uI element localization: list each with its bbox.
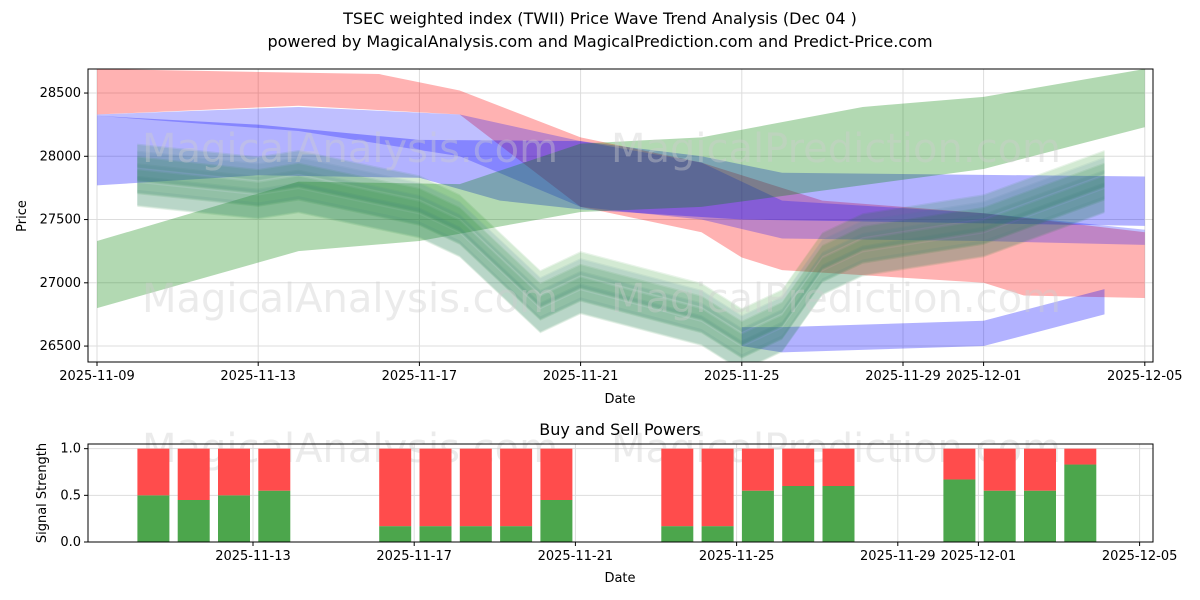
x-tick-label: 2025-11-29 xyxy=(860,549,936,564)
sell-bar xyxy=(419,448,452,527)
watermark: MagicalPrediction.com xyxy=(611,276,1061,322)
buy-bar xyxy=(943,479,976,542)
sell-bar xyxy=(258,448,291,491)
wave-band xyxy=(137,143,1105,347)
sell-bar xyxy=(177,448,210,500)
wave-band xyxy=(137,163,1105,359)
wave-band xyxy=(137,177,1105,357)
x-tick-label: 2025-12-05 xyxy=(1102,549,1178,564)
sell-bar xyxy=(943,448,976,480)
buy-bar xyxy=(218,495,250,542)
buy-bar xyxy=(1024,490,1056,542)
chart-subtitle: powered by MagicalAnalysis.com and Magic… xyxy=(267,32,933,51)
y-tick-label: 27000 xyxy=(40,276,81,291)
watermark: MagicalAnalysis.com xyxy=(142,126,558,172)
x-tick-label: 2025-11-09 xyxy=(59,369,135,384)
signal-chart-title: Buy and Sell Powers xyxy=(539,420,701,439)
buy-bar xyxy=(983,490,1016,542)
wave-band xyxy=(137,182,1105,362)
buy-bar xyxy=(258,490,291,542)
band-green xyxy=(97,69,1145,309)
x-tick-label: 2025-12-05 xyxy=(1107,369,1183,384)
y-tick-label: 27500 xyxy=(40,213,81,228)
sell-bar xyxy=(379,448,412,527)
y-axis-label: Signal Strength xyxy=(35,443,50,543)
buy-bar xyxy=(540,500,573,542)
band-red xyxy=(97,69,1145,298)
y-tick-label: 1.0 xyxy=(60,442,81,457)
bands xyxy=(97,69,1145,362)
x-tick-label: 2025-11-21 xyxy=(538,549,614,564)
y-axis-label: Price xyxy=(15,200,30,232)
sell-bar xyxy=(1064,448,1097,465)
x-tick-label: 2025-11-13 xyxy=(215,549,291,564)
watermark: MagicalPrediction.com xyxy=(611,126,1061,172)
buy-bar xyxy=(500,526,533,542)
signal-plot: MagicalAnalysis.comMagicalPrediction.com… xyxy=(35,420,1177,586)
buy-bar xyxy=(419,526,452,542)
sell-bar xyxy=(1024,448,1056,491)
wave-band xyxy=(137,170,1105,358)
x-tick-label: 2025-11-25 xyxy=(699,549,775,564)
x-tick-label: 2025-11-25 xyxy=(704,369,780,384)
sell-bar xyxy=(822,448,855,486)
plot-frame xyxy=(87,443,1154,543)
wave-band xyxy=(137,164,1105,345)
y-tick-label: 28000 xyxy=(40,149,81,164)
buy-bar xyxy=(379,526,412,542)
band-light-blue xyxy=(741,289,1105,353)
buy-bar xyxy=(741,490,774,542)
wave-band xyxy=(137,175,1105,362)
sell-bar xyxy=(500,448,533,527)
price-plot: MagicalAnalysis.com MagicalPrediction.com… xyxy=(15,68,1183,407)
wave-band xyxy=(137,157,1105,345)
sell-bar xyxy=(983,448,1016,491)
wave-band xyxy=(137,144,1105,333)
wave-band xyxy=(137,156,1105,359)
buy-bar xyxy=(137,495,170,542)
x-tick-label: 2025-11-17 xyxy=(376,549,452,564)
sell-bar xyxy=(661,448,694,527)
y-tick-label: 28500 xyxy=(40,86,81,101)
wave-band xyxy=(137,151,1105,332)
sell-bar xyxy=(137,448,170,496)
sell-bar xyxy=(459,448,492,527)
buy-bar xyxy=(822,486,855,542)
wave-band xyxy=(137,168,1105,362)
band-purple xyxy=(97,106,1145,245)
x-axis-label: Date xyxy=(604,392,635,407)
sell-bar xyxy=(701,448,734,527)
buy-bar xyxy=(177,500,210,542)
sell-bar xyxy=(782,448,815,486)
buy-bar xyxy=(1064,464,1097,542)
y-tick-label: 0.0 xyxy=(60,535,81,550)
buy-bar xyxy=(782,486,815,542)
buy-bar xyxy=(661,526,694,542)
sell-bar xyxy=(741,448,774,491)
y-tick-label: 0.5 xyxy=(60,488,81,503)
wave-band xyxy=(137,189,1105,362)
plot-frame xyxy=(87,68,1154,363)
buy-bar xyxy=(459,526,492,542)
x-axis-label: Date xyxy=(604,571,635,586)
watermark: MagicalAnalysis.com xyxy=(142,276,558,322)
buy-bar xyxy=(701,526,734,542)
x-tick-label: 2025-11-21 xyxy=(543,369,619,384)
x-tick-label: 2025-12-01 xyxy=(941,549,1017,564)
x-tick-label: 2025-11-17 xyxy=(382,369,458,384)
y-tick-label: 26500 xyxy=(40,339,81,354)
x-tick-label: 2025-11-13 xyxy=(220,369,296,384)
sell-bar xyxy=(218,448,250,496)
wave-band xyxy=(137,150,1105,346)
band-blue xyxy=(97,115,1145,226)
x-tick-label: 2025-11-29 xyxy=(865,369,941,384)
x-tick-label: 2025-12-01 xyxy=(946,369,1022,384)
chart-title: TSEC weighted index (TWII) Price Wave Tr… xyxy=(343,9,857,28)
sell-bar xyxy=(540,448,573,500)
